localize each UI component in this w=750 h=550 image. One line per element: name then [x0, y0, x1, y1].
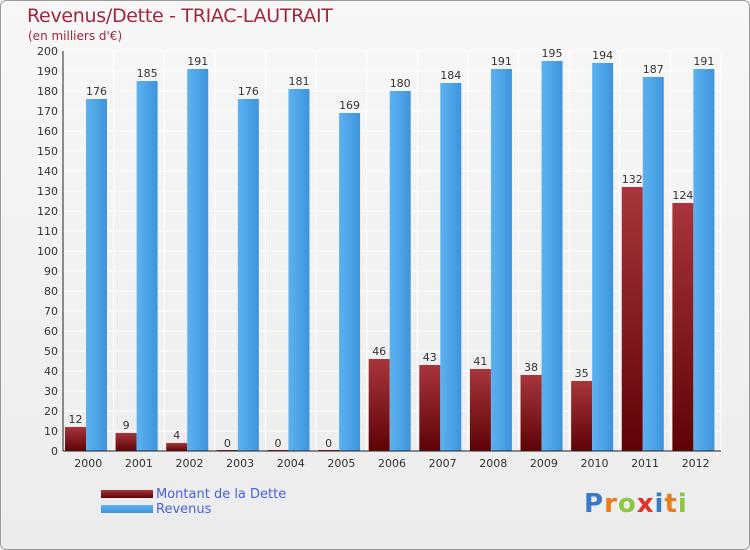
- legend-label-debt: Montant de la Dette: [156, 487, 287, 502]
- bar-revenus: [136, 81, 158, 451]
- y-tick-label: 140: [37, 165, 58, 178]
- y-tick-label: 110: [37, 225, 58, 238]
- logo-letter: i: [654, 489, 665, 519]
- x-tick-label: 2011: [631, 457, 659, 470]
- bar-revenus: [541, 61, 563, 451]
- bar-debt: [65, 427, 86, 451]
- y-tick-label: 20: [44, 405, 58, 418]
- legend-swatch-debt: [101, 490, 153, 498]
- data-label-revenus: 191: [491, 55, 512, 68]
- bar-revenus: [440, 83, 462, 451]
- data-label-revenus: 176: [86, 85, 107, 98]
- data-label-revenus: 180: [390, 77, 411, 90]
- logo-letter: i: [677, 489, 688, 519]
- y-tick-label: 200: [37, 45, 58, 58]
- data-label-revenus: 169: [339, 99, 360, 112]
- data-label-debt: 4: [173, 429, 180, 442]
- logo-letter: r: [604, 489, 618, 519]
- y-tick-label: 120: [37, 205, 58, 218]
- proxiti-logo: Proxiti: [584, 489, 688, 519]
- y-tick-label: 170: [37, 105, 58, 118]
- data-label-debt: 43: [423, 351, 437, 364]
- x-tick-label: 2005: [327, 457, 355, 470]
- data-label-revenus: 191: [187, 55, 208, 68]
- bar-debt: [115, 433, 137, 451]
- y-tick-label: 80: [44, 285, 58, 298]
- bar-revenus: [389, 91, 411, 451]
- data-label-revenus: 176: [238, 85, 259, 98]
- y-tick-label: 150: [37, 145, 58, 158]
- data-label-revenus: 184: [440, 69, 461, 82]
- bar-debt: [469, 369, 491, 451]
- data-label-debt: 35: [575, 367, 589, 380]
- data-label-debt: 41: [473, 355, 487, 368]
- data-label-revenus: 181: [288, 75, 309, 88]
- x-tick-label: 2007: [429, 457, 457, 470]
- data-label-debt: 0: [325, 437, 332, 450]
- data-label-revenus: 185: [137, 67, 158, 80]
- y-tick-label: 70: [44, 305, 58, 318]
- y-tick-label: 100: [37, 245, 58, 258]
- bar-debt: [419, 365, 441, 451]
- bar-revenus: [490, 69, 512, 451]
- data-label-debt: 124: [672, 189, 693, 202]
- legend-swatch-revenus: [101, 505, 153, 513]
- y-tick-label: 50: [44, 345, 58, 358]
- logo-letter: x: [636, 489, 655, 519]
- x-tick-label: 2010: [580, 457, 608, 470]
- y-tick-label: 60: [44, 325, 58, 338]
- bar-debt: [621, 187, 643, 451]
- x-tick-label: 2000: [74, 457, 102, 470]
- bar-debt: [672, 203, 694, 451]
- bar-debt: [571, 381, 593, 451]
- bar-revenus: [642, 77, 664, 451]
- x-tick-label: 2003: [226, 457, 254, 470]
- bar-revenus: [339, 113, 361, 451]
- y-tick-label: 190: [37, 65, 58, 78]
- y-tick-label: 0: [51, 445, 58, 458]
- y-tick-label: 10: [44, 425, 58, 438]
- chart-title: Revenus/Dette - TRIAC-LAUTRAIT: [27, 5, 333, 27]
- y-tick-label: 90: [44, 265, 58, 278]
- legend-label-revenus: Revenus: [156, 502, 212, 517]
- bar-revenus: [288, 89, 310, 451]
- bar-revenus: [86, 99, 107, 451]
- bar-revenus: [187, 69, 209, 451]
- data-label-revenus: 194: [592, 49, 613, 62]
- data-label-debt: 0: [224, 437, 231, 450]
- data-label-debt: 0: [274, 437, 281, 450]
- y-tick-label: 30: [44, 385, 58, 398]
- logo-letter: t: [664, 489, 678, 519]
- x-tick-label: 2012: [682, 457, 710, 470]
- bar-debt: [520, 375, 542, 451]
- bar-revenus: [693, 69, 715, 451]
- x-tick-label: 2006: [378, 457, 406, 470]
- y-tick-label: 160: [37, 125, 58, 138]
- data-label-revenus: 187: [643, 63, 664, 76]
- y-tick-label: 180: [37, 85, 58, 98]
- y-tick-label: 40: [44, 365, 58, 378]
- data-label-debt: 9: [123, 419, 130, 432]
- x-tick-label: 2001: [125, 457, 153, 470]
- x-tick-label: 2002: [176, 457, 204, 470]
- data-label-debt: 38: [524, 361, 538, 374]
- data-label-revenus: 195: [542, 47, 563, 60]
- data-label-revenus: 191: [693, 55, 714, 68]
- data-label-debt: 46: [372, 345, 386, 358]
- data-label-debt: 12: [69, 413, 83, 426]
- x-tick-label: 2009: [530, 457, 558, 470]
- x-tick-label: 2004: [277, 457, 305, 470]
- logo-letter: P: [584, 489, 605, 519]
- bar-debt: [166, 443, 188, 451]
- logo-letter: o: [617, 489, 637, 519]
- bar-revenus: [237, 99, 259, 451]
- chart-subtitle: (en milliers d'€): [28, 29, 123, 43]
- bar-revenus: [592, 63, 614, 451]
- x-tick-label: 2008: [479, 457, 507, 470]
- data-label-debt: 132: [622, 173, 643, 186]
- bar-chart: 12 176 9 185 4 191 0 176 0 181 0 169 46 180 43 184 41 191…: [37, 45, 722, 470]
- y-tick-label: 130: [37, 185, 58, 198]
- bar-debt: [368, 359, 390, 451]
